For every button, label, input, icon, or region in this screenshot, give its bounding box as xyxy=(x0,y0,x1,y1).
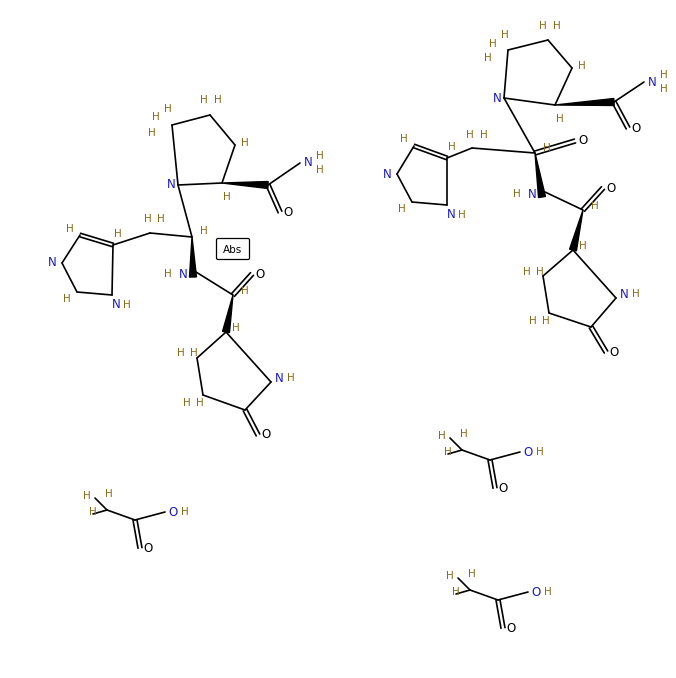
Text: O: O xyxy=(523,445,533,458)
Text: H: H xyxy=(553,21,561,31)
Text: O: O xyxy=(579,134,587,148)
Polygon shape xyxy=(222,182,268,188)
Text: H: H xyxy=(83,491,91,501)
Text: H: H xyxy=(544,587,552,597)
Text: H: H xyxy=(196,398,204,408)
Text: H: H xyxy=(529,316,537,326)
Text: N: N xyxy=(304,157,312,170)
Text: H: H xyxy=(123,300,131,310)
Text: N: N xyxy=(112,298,120,311)
Text: H: H xyxy=(241,286,249,296)
FancyBboxPatch shape xyxy=(216,239,249,260)
Text: H: H xyxy=(316,151,324,161)
Text: H: H xyxy=(438,431,446,441)
Text: H: H xyxy=(89,507,97,517)
Text: N: N xyxy=(648,75,656,89)
Text: H: H xyxy=(452,587,460,597)
Polygon shape xyxy=(222,295,233,333)
Text: H: H xyxy=(660,84,668,94)
Text: H: H xyxy=(214,95,222,105)
Text: H: H xyxy=(536,447,544,457)
Text: H: H xyxy=(444,447,452,457)
Text: H: H xyxy=(480,130,488,140)
Text: Abs: Abs xyxy=(223,245,243,255)
Text: O: O xyxy=(609,346,619,359)
Text: H: H xyxy=(556,114,564,124)
Text: H: H xyxy=(468,569,476,579)
Text: H: H xyxy=(660,70,668,80)
Text: O: O xyxy=(631,121,641,134)
Text: N: N xyxy=(528,188,536,201)
Text: H: H xyxy=(148,128,156,138)
Polygon shape xyxy=(535,153,546,197)
Text: H: H xyxy=(144,214,152,224)
Text: H: H xyxy=(105,489,113,499)
Text: N: N xyxy=(620,287,629,300)
Text: H: H xyxy=(223,192,231,202)
Text: H: H xyxy=(632,289,640,299)
Polygon shape xyxy=(189,237,197,277)
Text: H: H xyxy=(316,165,324,175)
Polygon shape xyxy=(555,98,614,106)
Text: H: H xyxy=(466,130,474,140)
Text: H: H xyxy=(241,138,249,148)
Text: H: H xyxy=(177,348,185,358)
Polygon shape xyxy=(570,210,583,251)
Text: O: O xyxy=(498,481,508,494)
Text: H: H xyxy=(448,142,456,152)
Text: O: O xyxy=(506,622,516,635)
Text: N: N xyxy=(447,209,456,222)
Text: O: O xyxy=(262,428,270,441)
Text: H: H xyxy=(152,112,160,122)
Text: N: N xyxy=(274,372,283,384)
Text: H: H xyxy=(591,201,599,211)
Text: H: H xyxy=(183,398,191,408)
Text: H: H xyxy=(400,134,408,144)
Text: N: N xyxy=(47,256,56,269)
Text: H: H xyxy=(578,61,586,71)
Text: H: H xyxy=(66,224,74,234)
Text: H: H xyxy=(164,104,172,114)
Text: H: H xyxy=(542,316,550,326)
Text: H: H xyxy=(287,373,295,383)
Text: H: H xyxy=(114,229,122,239)
Text: H: H xyxy=(579,241,587,251)
Text: H: H xyxy=(446,571,454,581)
Text: H: H xyxy=(232,323,240,333)
Text: H: H xyxy=(200,95,208,105)
Text: N: N xyxy=(383,167,391,180)
Text: N: N xyxy=(166,178,175,191)
Text: H: H xyxy=(460,429,468,439)
Text: H: H xyxy=(501,30,509,40)
Text: H: H xyxy=(164,269,172,279)
Text: H: H xyxy=(190,348,198,358)
Text: H: H xyxy=(539,21,547,31)
Text: H: H xyxy=(523,267,531,277)
Text: H: H xyxy=(157,214,165,224)
Text: N: N xyxy=(493,92,502,104)
Text: H: H xyxy=(181,507,189,517)
Text: H: H xyxy=(398,204,406,214)
Text: H: H xyxy=(513,189,521,199)
Text: H: H xyxy=(458,210,466,220)
Text: O: O xyxy=(283,205,293,218)
Text: O: O xyxy=(531,586,541,599)
Text: H: H xyxy=(489,39,497,49)
Text: H: H xyxy=(200,226,208,236)
Text: O: O xyxy=(143,542,153,555)
Text: O: O xyxy=(168,506,178,519)
Text: N: N xyxy=(178,268,187,281)
Text: H: H xyxy=(63,294,71,304)
Text: O: O xyxy=(256,268,264,281)
Text: H: H xyxy=(484,53,492,63)
Text: O: O xyxy=(606,182,616,195)
Text: H: H xyxy=(543,143,551,153)
Text: H: H xyxy=(536,267,544,277)
